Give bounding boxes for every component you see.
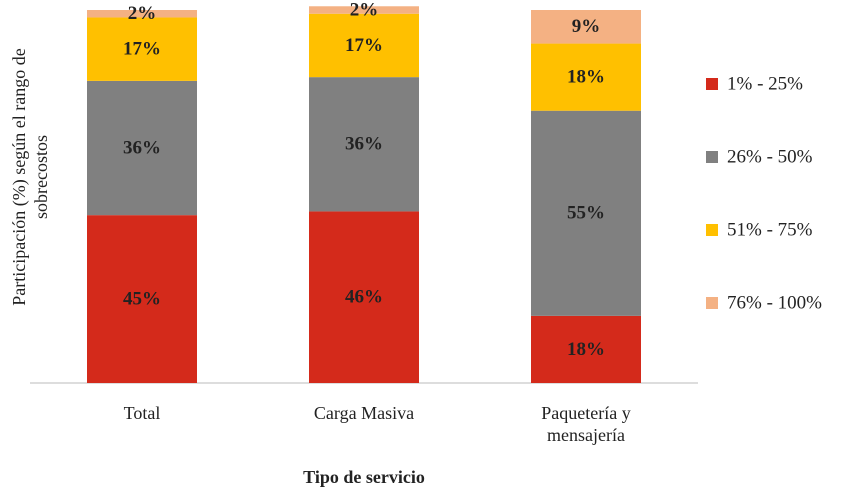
bar-segment [531, 315, 641, 383]
data-label: 18% [567, 66, 605, 87]
bar-segment [309, 77, 419, 212]
data-label: 2% [128, 3, 157, 24]
legend-label: 26% - 50% [727, 146, 813, 167]
x-tick-label: Paquetería y mensajería [541, 403, 631, 445]
data-label: 45% [123, 288, 161, 309]
data-label: 17% [123, 39, 161, 60]
data-label: 18% [567, 339, 605, 360]
bar-segment [309, 13, 419, 78]
bar-segment [309, 6, 419, 14]
data-label: 46% [345, 287, 383, 308]
bar-segment [87, 80, 197, 216]
data-label: 36% [345, 134, 383, 155]
bar-segment [87, 10, 197, 18]
legend-swatch [706, 224, 718, 236]
legend-swatch [706, 151, 718, 163]
data-label: 36% [123, 137, 161, 158]
data-label: 55% [567, 203, 605, 224]
legend-label: 76% - 100% [727, 292, 822, 313]
data-label: 9% [572, 16, 601, 37]
data-label: 17% [345, 35, 383, 56]
bar-segment [309, 211, 419, 383]
bar-segment [531, 43, 641, 111]
bar-segment [87, 215, 197, 383]
x-tick-label: Carga Masiva [313, 403, 415, 423]
bar-segment [531, 10, 641, 44]
y-axis-label: Participación (%) según el rango de sobr… [9, 48, 51, 306]
x-tick-label: Total [123, 403, 161, 423]
legend-label: 51% - 75% [727, 219, 813, 240]
legend-swatch [706, 297, 718, 309]
bar-segment [87, 17, 197, 81]
legend-label: 1% - 25% [727, 73, 803, 94]
x-axis-label: Tipo de servicio [303, 467, 425, 487]
legend-swatch [706, 78, 718, 90]
data-label: 2% [350, 0, 379, 20]
bar-segment [531, 110, 641, 316]
